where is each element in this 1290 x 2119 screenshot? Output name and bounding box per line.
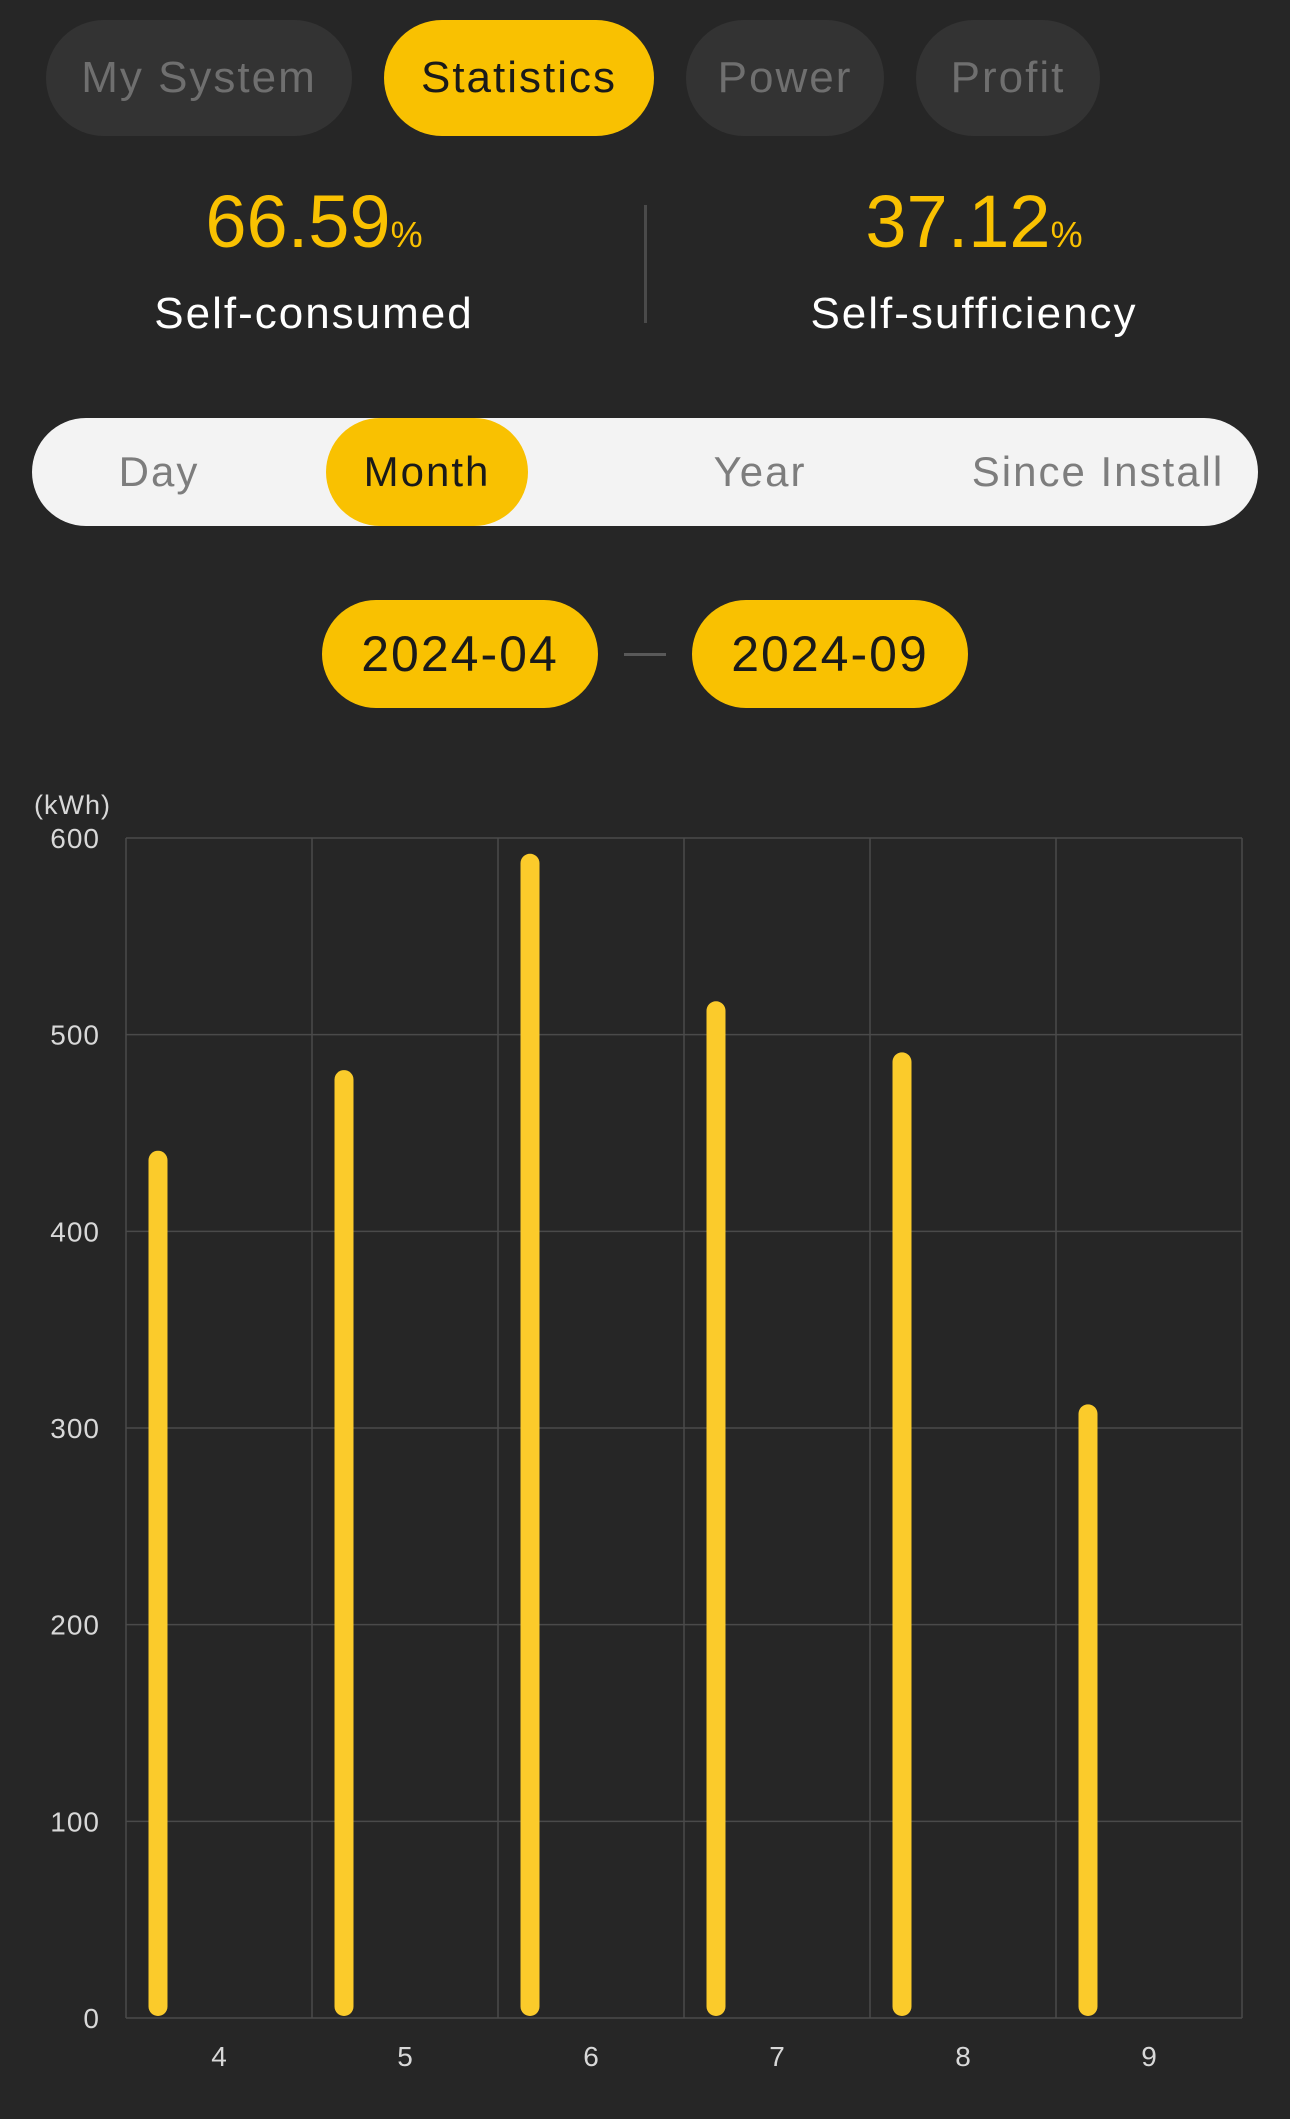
end-date-button[interactable]: 2024-09 <box>692 600 968 708</box>
bar-month-7[interactable] <box>706 1001 726 2016</box>
stats-divider <box>644 205 647 323</box>
x-axis-ticks: 4 5 6 7 8 9 <box>211 2041 1157 2070</box>
tab-power[interactable]: Power <box>686 20 884 136</box>
self-sufficiency-number: 37.12 <box>865 180 1051 263</box>
self-consumed-value: 66.59% <box>54 180 574 277</box>
period-selector: Day Month Year Since Install <box>32 418 1258 526</box>
period-tab-year[interactable]: Year <box>713 448 807 495</box>
y-axis-ticks: 0 100 200 300 400 500 600 <box>50 823 100 2034</box>
y-tick-label: 100 <box>50 1806 100 1837</box>
energy-bar-chart: (kWh) 0 100 200 300 400 500 600 4 5 6 7 8 9 <box>34 790 1243 2070</box>
x-tick-label: 6 <box>583 2041 599 2070</box>
self-consumed-stat: 66.59% Self-consumed <box>54 180 574 339</box>
y-tick-label: 0 <box>83 2003 100 2034</box>
self-sufficiency-unit: % <box>1050 214 1083 255</box>
bar-month-9[interactable] <box>1078 1404 1098 2016</box>
date-range-dash <box>624 653 666 656</box>
period-tab-day[interactable]: Day <box>118 448 200 495</box>
x-tick-label: 4 <box>211 2041 227 2070</box>
bar-month-5[interactable] <box>334 1070 354 2016</box>
y-tick-label: 500 <box>50 1020 100 1051</box>
x-tick-label: 9 <box>1141 2041 1157 2070</box>
y-tick-label: 200 <box>50 1610 100 1641</box>
x-tick-label: 5 <box>397 2041 413 2070</box>
y-tick-label: 400 <box>50 1216 100 1247</box>
chart-grid <box>125 837 1243 2019</box>
bar-month-6[interactable] <box>520 853 540 2016</box>
top-tab-bar: My System Statistics Power Profit <box>46 20 1100 136</box>
y-tick-label: 300 <box>50 1413 100 1444</box>
chart-bars <box>148 853 1098 2016</box>
y-tick-label: 600 <box>50 823 100 854</box>
self-consumed-label: Self-consumed <box>154 289 474 338</box>
bar-month-4[interactable] <box>148 1150 168 2016</box>
x-tick-label: 8 <box>955 2041 971 2070</box>
period-tab-month[interactable]: Month <box>326 418 528 526</box>
self-consumed-unit: % <box>390 214 423 255</box>
x-tick-label: 7 <box>769 2041 785 2070</box>
period-tab-since-install[interactable]: Since Install <box>971 448 1225 495</box>
y-axis-unit-label: (kWh) <box>34 790 111 820</box>
tab-profit[interactable]: Profit <box>916 20 1100 136</box>
self-consumed-number: 66.59 <box>205 180 391 263</box>
self-sufficiency-label: Self-sufficiency <box>810 289 1138 338</box>
start-date-button[interactable]: 2024-04 <box>322 600 598 708</box>
tab-statistics[interactable]: Statistics <box>384 20 654 136</box>
self-sufficiency-stat: 37.12% Self-sufficiency <box>714 180 1234 339</box>
tab-my-system[interactable]: My System <box>46 20 352 136</box>
self-sufficiency-value: 37.12% <box>714 180 1234 277</box>
bar-month-8[interactable] <box>892 1052 912 2016</box>
